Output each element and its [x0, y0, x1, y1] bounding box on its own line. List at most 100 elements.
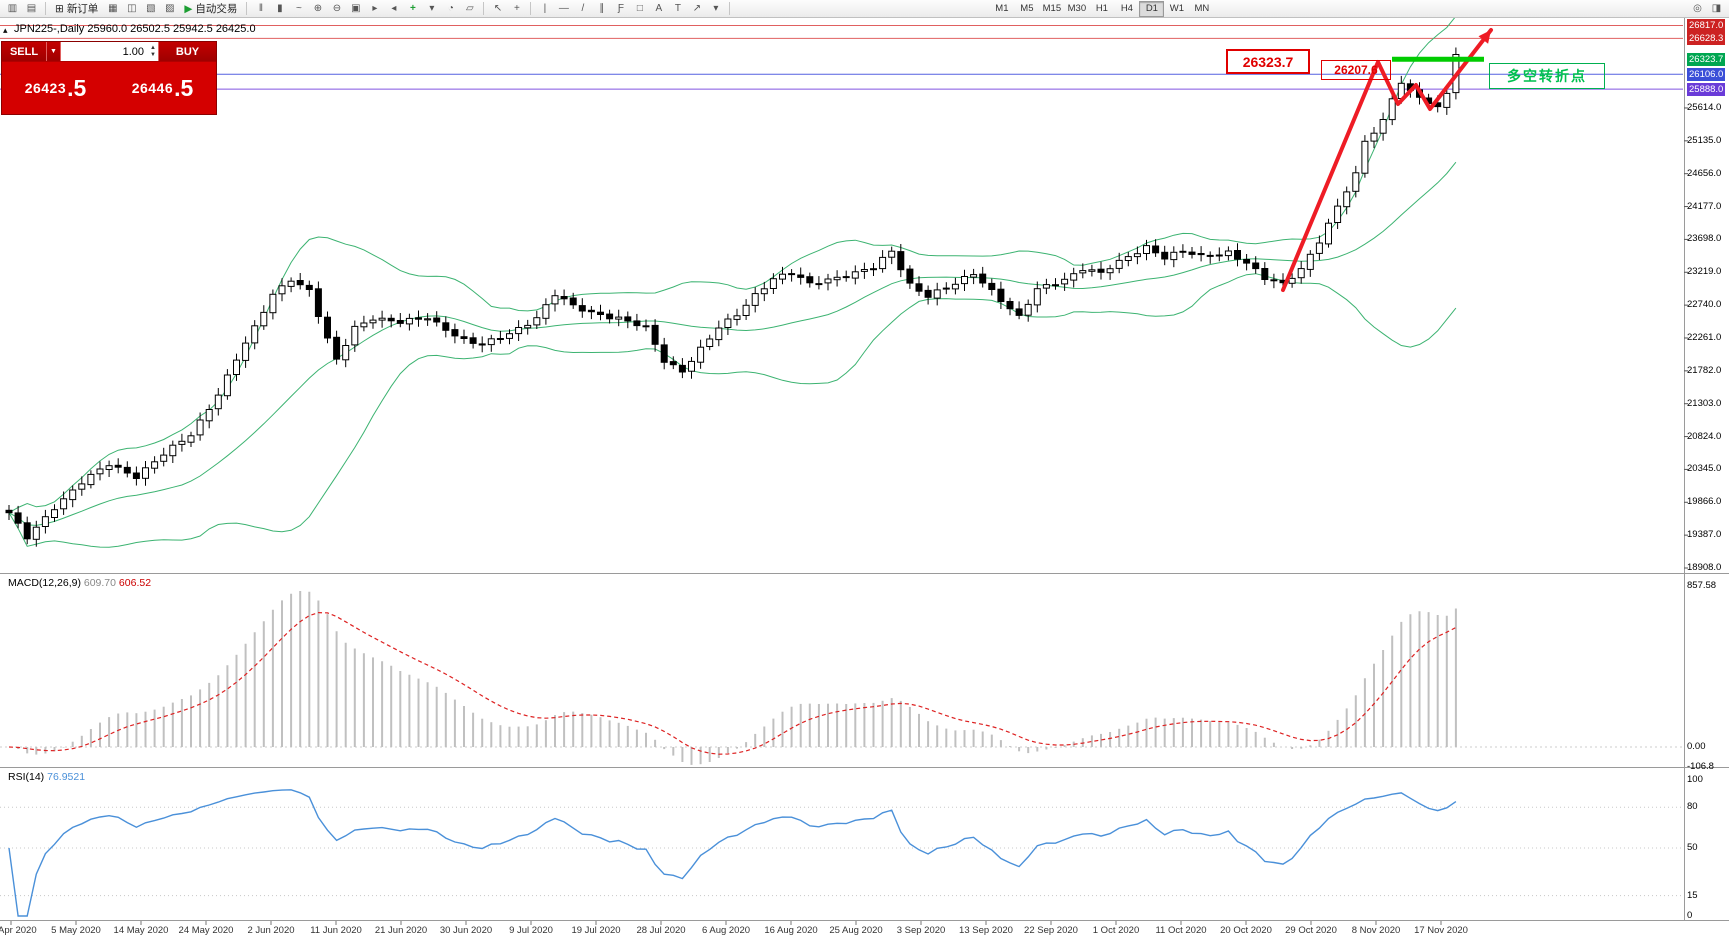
text-icon[interactable]: A	[655, 3, 663, 14]
price-line-label: 25888.0	[1687, 82, 1726, 96]
autotrading-button-label: 自动交易	[195, 3, 238, 15]
macd-axis-label: 857.58	[1687, 579, 1717, 591]
timeframe-h4-button[interactable]: H4	[1120, 3, 1133, 14]
timeframe-m15-button[interactable]: M15	[1042, 3, 1062, 14]
date-label: 16 Aug 2020	[764, 925, 818, 936]
channel-icon[interactable]: ∥	[599, 3, 605, 14]
axis-tick-label: 23219.0	[1687, 266, 1722, 278]
axis-tick-label: 19387.0	[1687, 529, 1722, 541]
date-label: 14 May 2020	[113, 925, 169, 936]
date-label: 25 Aug 2020	[829, 925, 883, 936]
order-options-dropdown[interactable]: ▼	[47, 42, 61, 61]
date-label: 3 Sep 2020	[896, 925, 946, 936]
date-label: 9 Jul 2020	[509, 925, 553, 936]
resistance-price-label[interactable]: 26323.7	[1226, 49, 1310, 74]
chart-search-icon[interactable]: ◎	[1693, 3, 1702, 14]
periods-icon[interactable]: ◔	[447, 3, 454, 14]
chart-shift-icon[interactable]: ◂	[391, 3, 397, 14]
axis-tick-label: 21782.0	[1687, 364, 1722, 376]
shapes-icon[interactable]: □	[636, 3, 643, 14]
timeframe-m5-button[interactable]: M5	[1020, 3, 1034, 14]
date-label: 22 Sep 2020	[1024, 925, 1078, 936]
rsi-indicator-label: RSI(14) 76.9521	[8, 771, 85, 783]
tile-windows-icon[interactable]: ▣	[351, 3, 361, 14]
timeframe-m30-button[interactable]: M30	[1067, 3, 1087, 14]
candlesticks	[5, 47, 1460, 547]
navigator-icon[interactable]: ▧	[146, 3, 156, 14]
new-order-button-label: 新订单	[66, 3, 99, 15]
terminal-icon[interactable]: ▨	[165, 3, 175, 14]
bar-chart-icon[interactable]: ‖	[258, 3, 263, 14]
timeframe-mn-button[interactable]: MN	[1194, 3, 1210, 14]
toolbar-separator	[246, 2, 248, 15]
rsi-axis-label: 80	[1687, 801, 1698, 813]
volume-input[interactable]: 1.00 ▲ ▼	[61, 42, 158, 61]
text-label-icon[interactable]: T	[674, 3, 681, 14]
axis-tick-label: 22261.0	[1687, 331, 1722, 343]
new-order-button[interactable]: ⊞ 新订单	[52, 1, 101, 16]
oneclick-collapse-icon[interactable]: ▴	[3, 25, 8, 35]
date-label: 5 May 2020	[51, 925, 101, 936]
crosshair-icon[interactable]: +	[513, 3, 520, 14]
arrows-icon[interactable]: ↗	[692, 3, 702, 14]
date-label: 8 Nov 2020	[1351, 925, 1401, 936]
docking-icon[interactable]: ◨	[1711, 3, 1722, 14]
autotrading-button[interactable]: ▶ 自动交易	[181, 1, 240, 16]
volume-increase-icon[interactable]: ▲	[150, 45, 156, 51]
objects-dropdown-icon[interactable]: ▾	[713, 3, 719, 14]
data-window-icon[interactable]: ◫	[127, 3, 137, 14]
cursor-icon[interactable]: ↖	[493, 3, 503, 14]
buy-button[interactable]: BUY	[158, 42, 216, 61]
sell-price-main: 26423	[24, 80, 67, 96]
breakout-price-label[interactable]: 26207.6	[1321, 60, 1391, 80]
timeframe-w1-button[interactable]: W1	[1169, 3, 1185, 14]
zoom-out-icon[interactable]: ⊖	[332, 3, 342, 14]
price-line-label: 26628.3	[1687, 31, 1726, 45]
templates-icon[interactable]: ▱	[466, 3, 474, 14]
one-click-trading-panel: SELL ▼ 1.00 ▲ ▼ BUY 26423.5 26446.5	[1, 41, 217, 115]
date-label: 17 Nov 2020	[1414, 925, 1468, 936]
horizontal-line-icon[interactable]: —	[558, 3, 569, 14]
date-label: 13 Sep 2020	[959, 925, 1013, 936]
timeframe-d1-button[interactable]: D1	[1139, 0, 1165, 17]
trend-arrow[interactable]	[1281, 28, 1493, 292]
turning-point-note[interactable]: 多空转折点	[1489, 63, 1605, 89]
volume-decrease-icon[interactable]: ▼	[150, 52, 156, 58]
bollinger-bands	[8, 15, 1457, 548]
trendline-icon[interactable]: /	[581, 3, 585, 14]
date-label: 30 Jun 2020	[439, 925, 493, 936]
vertical-line-icon[interactable]: |	[543, 3, 547, 14]
macd-name: MACD(12,26,9)	[8, 577, 81, 589]
chart-overlays[interactable]	[1281, 28, 1493, 292]
timeframe-h1-button[interactable]: H1	[1095, 3, 1108, 14]
sell-price[interactable]: 26423.5	[2, 62, 109, 114]
toolbar-separator	[729, 2, 731, 15]
rsi-axis-label: 100	[1687, 774, 1703, 785]
zoom-in-icon[interactable]: ⊕	[313, 3, 323, 14]
axis-tick-label: 21303.0	[1687, 397, 1722, 409]
macd-indicator-label: MACD(12,26,9) 609.70 606.52	[8, 577, 151, 589]
macd-main-value: 609.70	[83, 577, 116, 589]
indicators-dropdown-icon[interactable]: ▾	[429, 3, 435, 14]
fibonacci-icon[interactable]: Ƒ	[617, 3, 624, 14]
macd-axis-label: 0.00	[1687, 741, 1706, 752]
sell-button[interactable]: SELL	[2, 42, 47, 61]
profiles-icon[interactable]: ▤	[26, 3, 37, 14]
axis-tick-label: 25135.0	[1687, 134, 1722, 146]
buy-price[interactable]: 26446.5	[109, 62, 216, 114]
new-chart-icon[interactable]: ▥	[7, 3, 18, 14]
date-label: 29 Oct 2020	[1285, 925, 1337, 936]
rsi-name: RSI(14)	[8, 771, 45, 783]
timeframe-m1-button[interactable]: M1	[995, 3, 1009, 14]
axis-tick-label: 22740.0	[1687, 299, 1722, 311]
candlestick-chart-icon[interactable]: ▮	[277, 3, 283, 14]
date-label: 2 Jun 2020	[247, 925, 295, 936]
buy-price-pips: .5	[174, 74, 194, 101]
line-chart-icon[interactable]: ~	[295, 3, 302, 14]
indicators-icon[interactable]: +	[409, 3, 416, 14]
auto-scroll-icon[interactable]: ▸	[372, 3, 378, 14]
date-label: 28 Jul 2020	[636, 925, 686, 936]
rsi-axis-label: 15	[1687, 889, 1698, 901]
market-watch-icon[interactable]: ▦	[108, 3, 118, 14]
